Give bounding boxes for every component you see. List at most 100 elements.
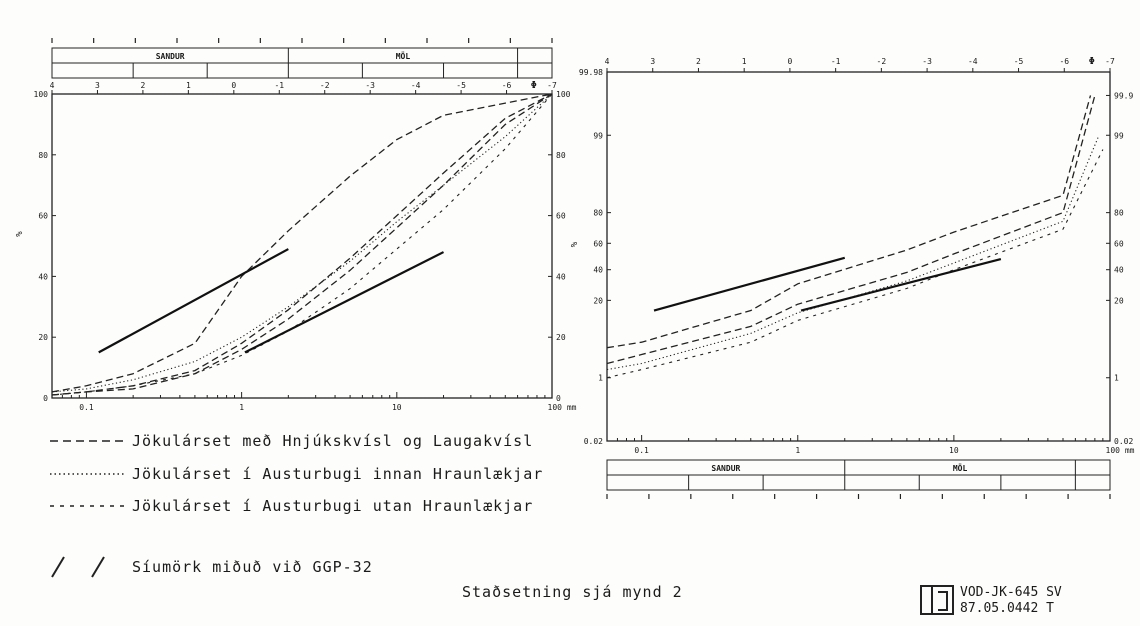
chart1-y2-tick-label: 60 [556, 212, 566, 221]
chart1-y-tick-label: 80 [38, 151, 48, 160]
chart2-filter-limit-line [653, 256, 846, 312]
chart2-y2-tick-label: 1 [1114, 374, 1119, 383]
chart1-phi-tick-label: -7 [547, 81, 557, 90]
chart2-phi-tick-label: -4 [968, 57, 978, 66]
chart1-series-line [51, 93, 553, 396]
chart2-phi-label: Φ [1089, 56, 1095, 67]
reference-block: VOD-JK-645 SV 87.05.0442 T [920, 585, 1062, 617]
chart1-phi-tick-label: 0 [231, 81, 236, 90]
chart1-phi-tick-label: 3 [95, 81, 100, 90]
chart2-phi-tick-label: -1 [831, 57, 841, 66]
legend-dashed: Jökulárset með Hnjúkskvísl og Laugakvísl [48, 432, 533, 450]
chart2-y2-tick-label: 99.9 [1114, 91, 1133, 100]
chart2-series-line [606, 135, 1100, 371]
legend-dotted: Jökulárset í Austurbugi innan Hraunlækja… [48, 465, 543, 483]
chart2-plot-frame [606, 71, 1111, 442]
chart1-phi-tick-label: -2 [320, 81, 330, 90]
chart1-phi-label: Φ [531, 80, 537, 91]
chart2-x-tick-label: 1 [795, 446, 800, 455]
chart2-y-tick-label: 99.98 [579, 68, 603, 77]
chart1-y-tick-label: 100 [34, 90, 49, 99]
chart2-phi-tick-label: 2 [696, 57, 701, 66]
chart1-y2-tick-label: 40 [556, 272, 566, 281]
chart1-y-tick-label: 40 [38, 272, 48, 281]
dashed-line-symbol [50, 440, 124, 442]
legend-limit-label: Síumörk miðuð við GGP-32 [132, 558, 373, 576]
chart1-y-label: % [15, 231, 25, 237]
chart1-phi-tick-label: 4 [50, 81, 55, 90]
chart1-phi-tick-label: 2 [140, 81, 145, 90]
chart2-y-tick-label: 0.02 [584, 437, 603, 446]
chart1-y2-tick-label: 20 [556, 333, 566, 342]
chart2-y-tick-label: 99 [593, 131, 603, 140]
chart1-series-line [51, 93, 553, 396]
chart2-y2-tick-label: 80 [1114, 209, 1124, 218]
chart1-series-line [51, 93, 553, 396]
chart2-phi-tick-label: 1 [742, 57, 747, 66]
legend-dashdot: Jökulárset í Austurbugi utan Hraunlækjar [48, 497, 533, 515]
chart1-series-line [51, 93, 553, 393]
location-caption: Staðsetning sjá mynd 2 [462, 583, 683, 601]
chart1-y2-tick-label: 100 [556, 90, 571, 99]
dotted-line-symbol [50, 473, 124, 475]
chart1-x-tick-label: 0.1 [79, 403, 94, 412]
chart2-y2-tick-label: 0.02 [1114, 437, 1133, 446]
chart1-band-label-sandur: SANDUR [156, 52, 185, 61]
chart2-y-tick-label: 20 [593, 296, 603, 305]
chart2-y-tick-label: 80 [593, 209, 603, 218]
chart2-y2-tick-label: 20 [1114, 296, 1124, 305]
chart2-x-tick-label: 100 mm [1106, 446, 1135, 455]
legend-dashdot-label: Jökulárset í Austurbugi utan Hraunlækjar [132, 497, 534, 515]
chart2-phi-tick-label: -2 [877, 57, 887, 66]
chart1-phi-tick-label: -6 [502, 81, 512, 90]
legend-limit: Síumörk miðuð við GGP-32 [48, 555, 373, 579]
chart1-x-tick-label: 10 [392, 403, 402, 412]
reference-line-1: VOD-JK-645 SV [960, 585, 1062, 600]
chart2-y2-tick-label: 60 [1114, 239, 1124, 248]
chart2-phi-tick-label: 3 [650, 57, 655, 66]
chart1-y2-tick-label: 0 [556, 394, 561, 403]
chart1-y-tick-label: 20 [38, 333, 48, 342]
chart2-y2-tick-label: 40 [1114, 266, 1124, 275]
legend-dashed-label: Jökulárset með Hnjúkskvísl og Laugakvísl [132, 432, 534, 450]
limit-line-symbol [51, 556, 105, 578]
chart1-phi-tick-label: 1 [186, 81, 191, 90]
reference-line-2: 87.05.0442 T [960, 601, 1054, 616]
chart2-y-tick-label: 40 [593, 266, 603, 275]
chart2-phi-tick-label: -7 [1105, 57, 1115, 66]
chart2-y-label: % [570, 241, 580, 247]
chart1-y2-tick-label: 80 [556, 151, 566, 160]
chart1-phi-tick-label: -1 [274, 81, 284, 90]
chart2-series-line [606, 95, 1096, 365]
chart1-series-line [51, 93, 553, 393]
chart2-band-label-sandur: SANDUR [711, 464, 740, 473]
chart2-phi-tick-label: 0 [787, 57, 792, 66]
dashdot-line-symbol [50, 505, 124, 507]
chart1-filter-limit-line [98, 248, 289, 354]
chart2-x-tick-label: 10 [949, 446, 959, 455]
chart2-phi-tick-label: -5 [1014, 57, 1024, 66]
chart2-band-label-mol: MÖL [953, 463, 968, 473]
chart2-y-tick-label: 1 [598, 374, 603, 383]
chart2-series-line [606, 149, 1104, 379]
chart1-x-tick-label: 1 [239, 403, 244, 412]
chart1-y-tick-label: 60 [38, 212, 48, 221]
os-logo-icon [920, 585, 954, 615]
chart2-phi-tick-label: -3 [922, 57, 932, 66]
chart2-phi-tick-label: 4 [605, 57, 610, 66]
chart2-y2-tick-label: 99 [1114, 131, 1124, 140]
chart1-y-tick-label: 0 [43, 394, 48, 403]
chart2-series-line [606, 95, 1092, 349]
chart2-y-tick-label: 60 [593, 239, 603, 248]
chart1-phi-tick-label: -3 [365, 81, 375, 90]
chart1-phi-tick-label: -5 [456, 81, 466, 90]
chart2-phi-tick-label: -6 [1059, 57, 1069, 66]
chart1-phi-tick-label: -4 [411, 81, 421, 90]
chart1-filter-limit-line [244, 251, 445, 354]
legend-dotted-label: Jökulárset í Austurbugi innan Hraunlækja… [132, 465, 544, 483]
chart1-band-label-mol: MÖL [396, 51, 411, 61]
chart1-x-tick-label: 100 mm [548, 403, 577, 412]
chart2-filter-limit-line [800, 258, 1002, 312]
